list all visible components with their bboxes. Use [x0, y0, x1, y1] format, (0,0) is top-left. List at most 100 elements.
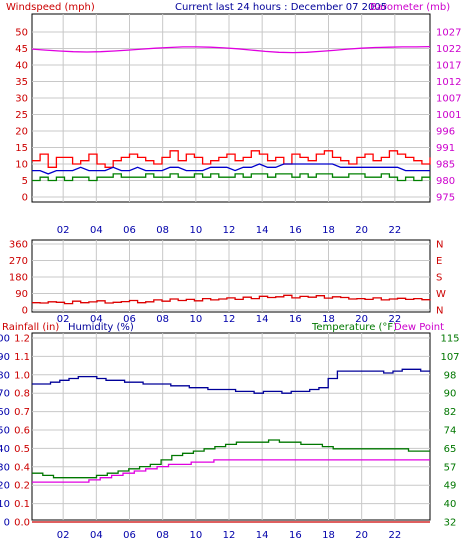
dir-x-tick: 18	[322, 314, 335, 325]
temp-x-tick: 02	[57, 530, 70, 541]
rainfall-tick: 0.7	[14, 407, 30, 418]
humidity-tick: 90	[0, 352, 10, 363]
temperature-series	[32, 439, 430, 479]
wind-x-tick: 18	[322, 225, 335, 236]
windspeed-tick: 45	[15, 44, 28, 55]
temperature-tick: 74	[444, 426, 457, 437]
wind-x-tick: 10	[189, 225, 202, 236]
barometer-tick: 996	[436, 127, 455, 138]
windspeed-tick: 35	[15, 77, 28, 88]
windspeed-tick: 40	[15, 61, 28, 72]
direction-tick: 360	[9, 240, 28, 251]
humidity-tick: 50	[0, 426, 10, 437]
temp-x-tick: 04	[90, 530, 103, 541]
humidity-tick: 20	[0, 481, 10, 492]
temp-panel-frame	[31, 332, 431, 521]
dir-x-tick: 14	[256, 314, 269, 325]
barometer-tick: 975	[436, 193, 455, 204]
humidity-tick: 10	[0, 499, 10, 510]
barometer-tick: 991	[436, 143, 455, 154]
windspeed-tick: 5	[22, 176, 28, 187]
windspeed-tick: 50	[15, 28, 28, 39]
rainfall-tick: 1.1	[14, 352, 30, 363]
rainfall-tick: 0.1	[14, 499, 30, 510]
temperature-tick: 98	[444, 370, 457, 381]
windspeed-tick: 20	[15, 127, 28, 138]
windspeed-tick: 0	[22, 193, 28, 204]
compass-tick: E	[436, 256, 442, 267]
temp-x-tick: 14	[256, 530, 269, 541]
humidity-tick: 30	[0, 462, 10, 473]
wind-x-tick: 22	[388, 225, 401, 236]
dir-x-tick: 08	[156, 314, 169, 325]
temperature-axis-label: Temperature (°F)	[311, 322, 397, 333]
compass-tick: S	[436, 273, 442, 284]
dir-x-tick: 22	[388, 314, 401, 325]
wind-x-tick: 02	[57, 225, 70, 236]
dir-x-tick: 10	[189, 314, 202, 325]
compass-tick: N	[436, 240, 443, 251]
barometer-tick: 1012	[436, 77, 461, 88]
barometer-tick: 1022	[436, 44, 461, 55]
barometer-tick: 1001	[436, 110, 461, 121]
rainfall-tick: 0.0	[14, 518, 30, 529]
temperature-tick: 40	[444, 499, 457, 510]
temp-x-tick: 08	[156, 530, 169, 541]
humidity-tick: 80	[0, 370, 10, 381]
rainfall-tick: 0.4	[14, 462, 30, 473]
temp-x-tick: 10	[189, 530, 202, 541]
barometer-axis-label: Barometer (mb)	[370, 2, 450, 13]
dir-x-tick: 16	[289, 314, 302, 325]
windspeed-tick: 30	[15, 94, 28, 105]
dir-x-tick: 02	[57, 314, 70, 325]
temperature-tick: 90	[444, 389, 457, 400]
temperature-tick: 65	[444, 444, 457, 455]
barometer-tick: 1027	[436, 28, 461, 39]
windspeed-series	[32, 150, 431, 168]
direction-panel-frame	[31, 239, 431, 313]
barometer-series	[31, 45, 431, 54]
direction-tick: 180	[9, 273, 28, 284]
wind-average-series	[32, 163, 430, 175]
rainfall-tick: 0.5	[14, 444, 30, 455]
dir-x-tick: 12	[223, 314, 236, 325]
temperature-tick: 57	[444, 462, 457, 473]
temp-x-tick: 12	[223, 530, 236, 541]
dewpoint-axis-label: Dew Point	[394, 322, 444, 333]
wind-x-tick: 08	[156, 225, 169, 236]
temp-x-tick: 18	[322, 530, 335, 541]
chart-title: Current last 24 hours : December 07 2005	[175, 2, 387, 13]
compass-tick: N	[436, 306, 443, 317]
dir-x-tick: 06	[123, 314, 136, 325]
direction-tick: 0	[22, 306, 28, 317]
temperature-tick: 82	[444, 407, 457, 418]
humidity-axis-label: Humidity (%)	[68, 322, 134, 333]
windspeed-axis-label: Windspeed (mph)	[6, 2, 95, 13]
wind-x-tick: 20	[355, 225, 368, 236]
grid-lines	[32, 14, 430, 523]
rainfall-tick: 0.8	[14, 389, 30, 400]
data-series	[31, 45, 431, 523]
barometer-tick: 1007	[436, 94, 461, 105]
wind-panel-frame	[31, 13, 431, 203]
humidity-tick: 0	[4, 518, 10, 529]
temperature-tick: 32	[444, 518, 457, 529]
direction-tick: 90	[15, 289, 28, 300]
windspeed-tick: 25	[15, 110, 28, 121]
temperature-tick: 49	[444, 481, 457, 492]
rainfall-tick: 0.2	[14, 481, 30, 492]
rainfall-tick: 1.0	[14, 370, 30, 381]
humidity-tick: 40	[0, 444, 10, 455]
barometer-tick: 980	[436, 176, 455, 187]
barometer-tick: 985	[436, 160, 455, 171]
barometer-tick: 1017	[436, 61, 461, 72]
temperature-tick: 107	[440, 352, 459, 363]
wind-x-tick: 12	[223, 225, 236, 236]
temp-x-tick: 16	[289, 530, 302, 541]
temp-x-tick: 22	[388, 530, 401, 541]
windspeed-tick: 10	[15, 160, 28, 171]
windspeed-tick: 15	[15, 143, 28, 154]
temp-x-tick: 06	[123, 530, 136, 541]
wind-x-tick: 04	[90, 225, 103, 236]
